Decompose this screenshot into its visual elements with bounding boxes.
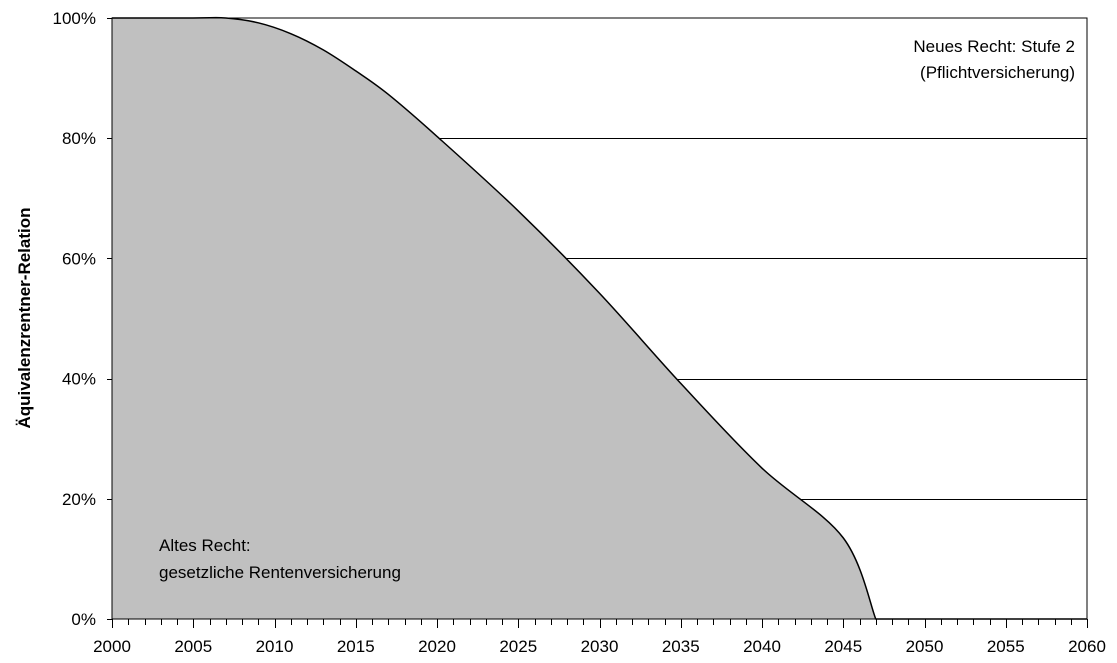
y-tick-label: 20% (62, 490, 96, 509)
area-series-fill (112, 17, 1087, 619)
annotation-new-law-line-2: (Pflichtversicherung) (920, 63, 1075, 82)
area-series-line (112, 16, 1087, 620)
x-tick-label: 2045 (824, 637, 862, 656)
annotation-new-law-line-1: Neues Recht: Stufe 2 (913, 37, 1075, 56)
x-tick-label: 2060 (1068, 637, 1106, 656)
x-tick-label: 2050 (906, 637, 944, 656)
x-tick-label: 2010 (256, 637, 294, 656)
x-tick-label: 2040 (743, 637, 781, 656)
x-tick-label: 2035 (662, 637, 700, 656)
y-axis-title: Äquivalenzrentner-Relation (15, 207, 34, 428)
y-tick-label: 40% (62, 370, 96, 389)
y-axis-ticks: 0% 20% 40% 60% 80% 100% (53, 9, 112, 629)
x-tick-label: 2020 (418, 637, 456, 656)
annotation-old-law-line-1: Altes Recht: (159, 536, 251, 555)
x-tick-label: 2025 (499, 637, 537, 656)
plot-frame (111, 17, 1088, 620)
x-tick-label: 2055 (987, 637, 1025, 656)
y-tick-label: 100% (53, 9, 96, 28)
y-tick-label: 0% (71, 610, 96, 629)
x-tick-label: 2015 (337, 637, 375, 656)
x-tick-label: 2030 (581, 637, 619, 656)
annotation-old-law-line-2: gesetzliche Rentenversicherung (159, 563, 401, 582)
x-tick-label: 2005 (174, 637, 212, 656)
y-tick-label: 60% (62, 249, 96, 268)
y-tick-label: 80% (62, 129, 96, 148)
x-axis-ticks: 2000 2005 2010 2015 2020 2025 2030 2035 2040 2045… (93, 619, 1106, 656)
x-tick-label: 2000 (93, 637, 131, 656)
